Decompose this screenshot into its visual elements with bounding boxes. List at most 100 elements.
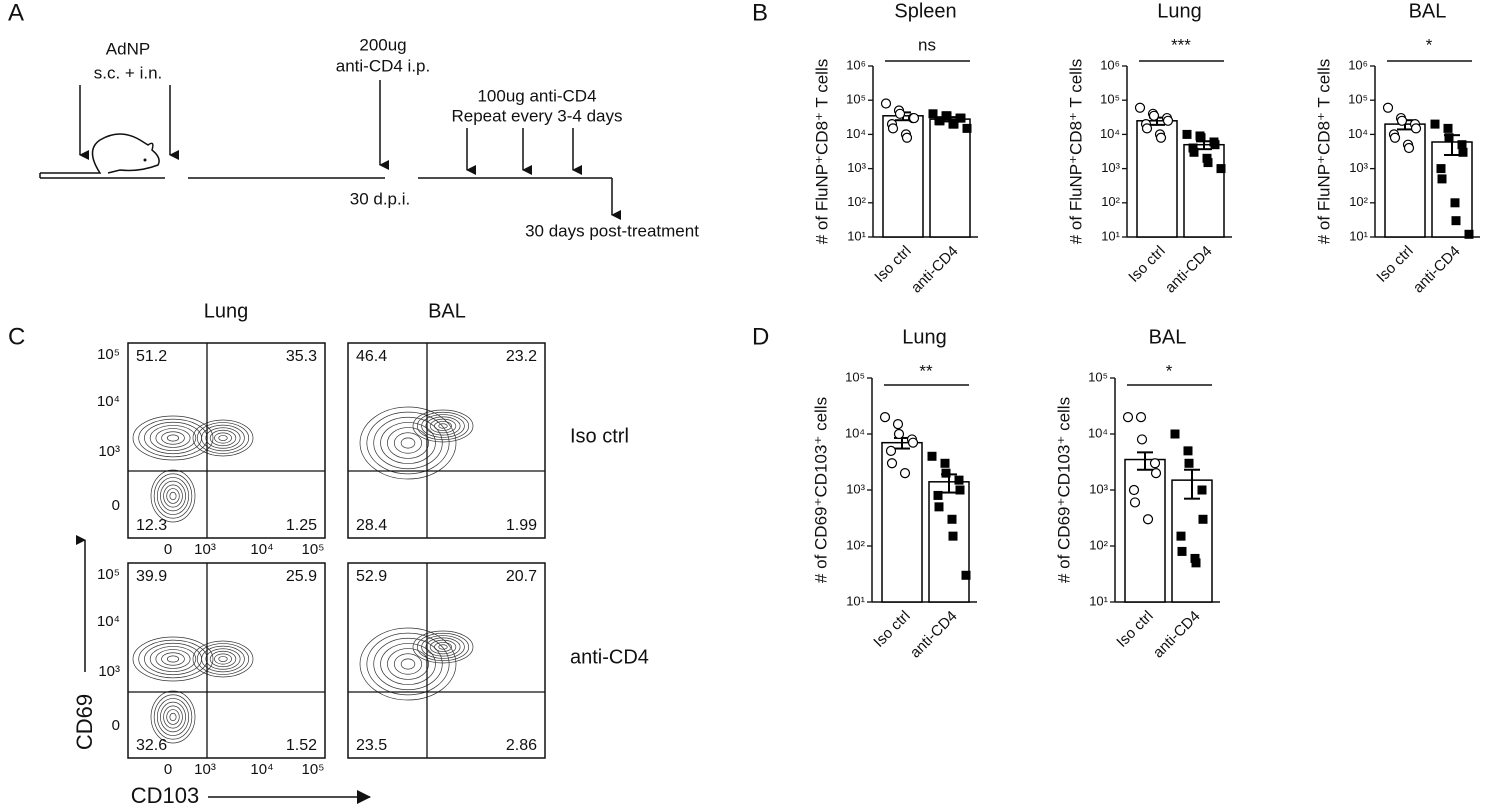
data-point [1177, 546, 1187, 556]
data-point [1203, 158, 1213, 168]
data-point [1450, 198, 1460, 208]
y-tick-label: 10² [1089, 537, 1108, 552]
contour [421, 635, 465, 659]
contour [166, 655, 180, 663]
data-point [1396, 115, 1408, 126]
data-point [1142, 514, 1154, 525]
contour [132, 636, 214, 682]
x-tick-label: 0 [164, 761, 172, 778]
chart-title: Lung [902, 326, 947, 348]
chart-title: BAL [1409, 0, 1447, 22]
contour [150, 690, 196, 744]
quadrant-value: 23.5 [356, 737, 387, 754]
significance-label: *** [1171, 35, 1191, 54]
quadrant-value: 1.99 [506, 517, 537, 534]
contour [400, 658, 416, 670]
mouse-icon [39, 133, 165, 179]
significance-label: * [1426, 35, 1433, 54]
contour [153, 473, 193, 519]
contour [429, 418, 457, 434]
data-point [1457, 140, 1467, 150]
quadrant-value: 32.6 [136, 737, 167, 754]
contour [434, 642, 452, 652]
y-tick-label: 10⁴ [97, 393, 120, 410]
data-point [899, 468, 911, 479]
data-point [1389, 132, 1401, 143]
contour [218, 435, 228, 441]
data-point [1141, 123, 1153, 134]
timeline-text: 30 days post-treatment [525, 221, 699, 240]
contour [380, 422, 436, 464]
data-point [954, 475, 964, 485]
y-tick-label: 10³ [1101, 160, 1120, 175]
data-point [1210, 140, 1220, 150]
y-tick-label: 10⁶ [846, 57, 866, 72]
y-tick-label: 10¹ [1089, 593, 1108, 608]
data-point [1444, 133, 1454, 143]
significance-label: ns [918, 35, 936, 54]
contour [416, 411, 470, 441]
contour [166, 709, 180, 725]
y-tick-label: 10⁴ [1348, 126, 1368, 141]
data-point [1150, 468, 1162, 479]
y-tick-label: 10⁵ [97, 566, 120, 583]
data-point [948, 531, 958, 541]
contour [412, 630, 474, 664]
quadrant-value: 39.9 [136, 568, 167, 585]
contour [153, 694, 193, 740]
data-point [1128, 484, 1140, 496]
y-tick-label: 10⁵ [1088, 369, 1108, 384]
data-point [949, 119, 959, 129]
data-point [955, 485, 965, 495]
x-tick-label: anti-CD4 [1162, 243, 1216, 297]
data-point [1149, 458, 1161, 469]
timeline-text: 30 d.p.i. [350, 189, 411, 208]
contour [421, 414, 465, 438]
y-tick-label: 10⁶ [1100, 57, 1120, 72]
contour [163, 484, 183, 508]
contour [387, 648, 429, 680]
x-tick-label: anti-CD4 [1150, 608, 1204, 662]
data-point [941, 468, 951, 478]
quadrant-value: 46.4 [356, 348, 387, 365]
contour [166, 488, 180, 504]
data-point [1437, 174, 1447, 184]
contour [196, 422, 250, 454]
quadrant-value: 52.9 [356, 568, 387, 585]
timeline-text: 100ug anti-CD4 [477, 86, 596, 105]
contour [149, 646, 197, 672]
panel-label: C [8, 323, 25, 350]
x-tick-label: Iso ctrl [1125, 243, 1168, 286]
data-point [1122, 412, 1134, 423]
y-tick-label: 10⁵ [1348, 92, 1368, 107]
data-point [961, 570, 971, 580]
quadrant-value: 28.4 [356, 517, 387, 534]
column-title: Lung [204, 300, 249, 322]
contour [400, 437, 416, 449]
data-point [907, 437, 919, 448]
contour [373, 637, 443, 691]
flow-plot-frame [127, 342, 326, 539]
data-point [1410, 123, 1422, 134]
contour [156, 698, 190, 736]
data-point [1191, 558, 1201, 568]
data-point [901, 132, 913, 143]
y-axis-label: # of CD69⁺CD103⁺ cells [1054, 397, 1073, 583]
timeline-text: AdNP [106, 39, 150, 58]
contour [373, 416, 443, 470]
y-tick-label: 10³ [1089, 481, 1108, 496]
data-point [1436, 164, 1446, 174]
contour [366, 411, 450, 475]
data-point [1176, 531, 1186, 541]
y-tick-label: 10² [1101, 194, 1120, 209]
data-point [1136, 434, 1148, 445]
significance-label: ** [919, 361, 933, 380]
contour [218, 656, 228, 662]
y-tick-label: 10³ [98, 663, 120, 680]
contour [156, 477, 190, 515]
data-point [887, 123, 899, 134]
data-point [1162, 115, 1174, 126]
contour [393, 653, 423, 675]
contour [209, 429, 237, 447]
data-point [1443, 123, 1453, 133]
